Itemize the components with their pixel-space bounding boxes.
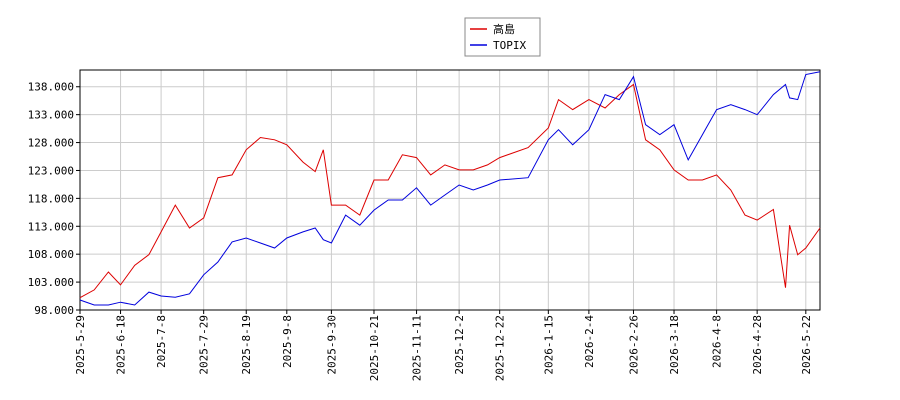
x-tick-label: 2025-12-22	[494, 315, 507, 381]
legend-box	[464, 17, 541, 57]
legend-label: 高島	[493, 22, 515, 36]
x-tick-label: 2025-9-8	[281, 315, 294, 368]
y-tick-label: 128.000	[28, 137, 74, 150]
series-line	[79, 83, 821, 299]
x-tick-label: 2025-7-29	[198, 315, 211, 375]
x-tick-label: 2025-5-29	[74, 315, 87, 375]
y-tick-label: 118.000	[28, 192, 74, 205]
x-tick-label: 2026-5-22	[800, 315, 813, 375]
x-tick-label: 2025-8-19	[240, 315, 253, 375]
x-tick-label: 2026-2-4	[583, 315, 596, 368]
y-tick-label: 108.000	[28, 248, 74, 261]
plot-frame	[79, 69, 821, 311]
x-tick-label: 2025-11-11	[411, 315, 424, 381]
x-tick-label: 2026-1-15	[542, 315, 555, 375]
y-tick-label: 113.000	[28, 220, 74, 233]
x-tick-label: 2026-4-8	[711, 315, 724, 368]
series-line	[79, 71, 821, 306]
legend: 高島 TOPIX	[464, 17, 541, 57]
x-tick-label: 2025-10-21	[368, 315, 381, 381]
x-tick-label: 2025-9-30	[325, 315, 338, 375]
x-tick-label: 2026-2-26	[627, 315, 640, 375]
y-tick-label: 98.000	[34, 304, 74, 317]
y-tick-label: 133.000	[28, 109, 74, 122]
x-tick-label: 2026-4-28	[751, 315, 764, 375]
x-tick-label: 2025-6-18	[115, 315, 128, 375]
x-tick-label: 2026-3-18	[668, 315, 681, 375]
x-tick-label: 2025-12-2	[453, 315, 466, 375]
x-tick-label: 2025-7-8	[155, 315, 168, 368]
legend-label: TOPIX	[493, 39, 526, 52]
y-tick-label: 103.000	[28, 276, 74, 289]
y-tick-label: 138.000	[28, 81, 74, 94]
y-tick-label: 123.000	[28, 164, 74, 177]
